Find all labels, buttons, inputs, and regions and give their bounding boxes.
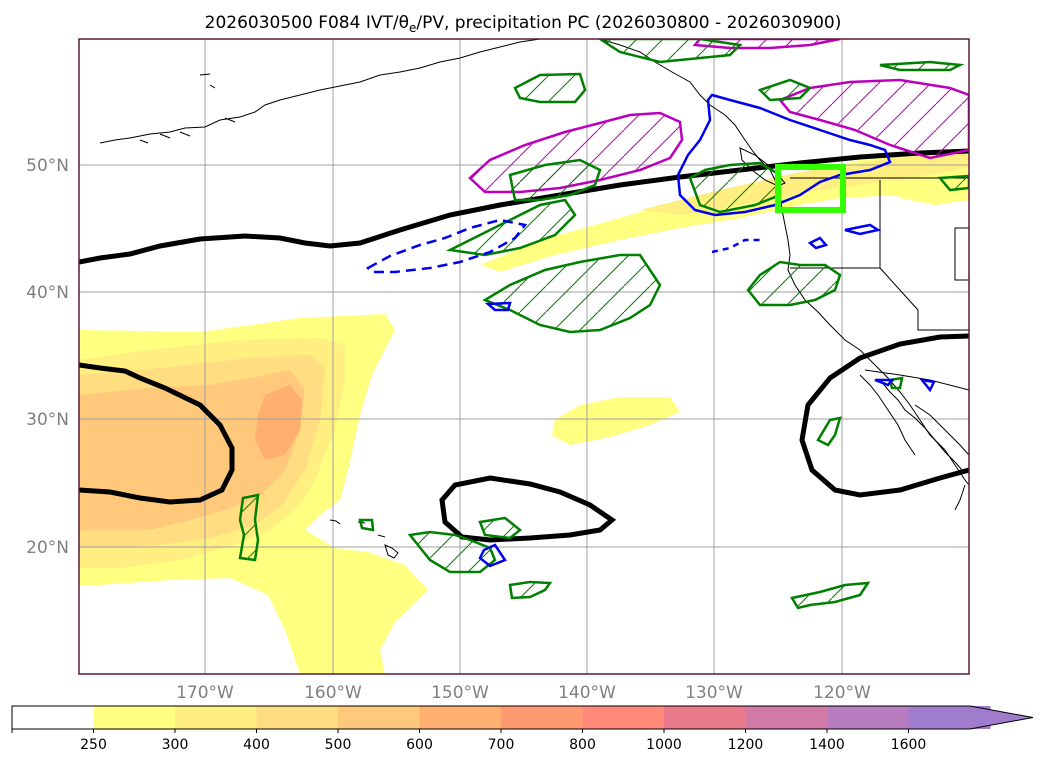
colorbar-segment: [419, 706, 502, 729]
border-us-mexico: [864, 369, 969, 391]
colorbar-segment: [745, 706, 828, 729]
map-frame: [78, 38, 970, 675]
colorbar-segment: [501, 706, 583, 729]
coast-alaska-islands: [139, 73, 236, 144]
pv-contour-small-5: [874, 378, 895, 387]
lon-label-170w: 170°W: [176, 683, 234, 703]
lon-label-130w: 130°W: [685, 683, 743, 703]
map-panel: [79, 39, 969, 674]
colorbar-outline: [11, 705, 1034, 730]
precip-region-10: [407, 530, 497, 574]
lat-label-20n: 20°N: [26, 538, 69, 558]
precip-region-12: [508, 580, 553, 600]
colorbar-tick-label: 400: [243, 737, 270, 753]
pv-contour-small-4: [484, 301, 512, 312]
precip-region-7: [597, 39, 743, 64]
latitude-labels: 50°N 40°N 30°N 20°N: [26, 156, 69, 558]
pv-contour-small-7: [711, 238, 760, 254]
ivt-600-region: [255, 385, 302, 460]
colorbar-segment: [664, 706, 746, 729]
lon-label-150w: 150°W: [431, 683, 489, 703]
precip-region-11: [478, 516, 523, 540]
colorbar-segment: [827, 706, 909, 729]
pv-contours: [365, 93, 936, 568]
colorbar-tick-label: 300: [162, 737, 189, 753]
lon-label-140w: 140°W: [558, 683, 616, 703]
target-region-box: [775, 164, 846, 213]
colorbar-segment: [12, 706, 94, 729]
colorbar-tick-label: 700: [488, 737, 515, 753]
precip-region-9: [757, 78, 813, 102]
colorbar-extend-arrow: [908, 706, 1033, 729]
colorbar-tick-label: 800: [569, 737, 596, 753]
theta-e-west-loop: [79, 362, 235, 505]
colorbar-tick-label: 1000: [646, 737, 682, 753]
precip-pc-regions: [238, 39, 969, 610]
colorbar-tick-label: 600: [406, 737, 433, 753]
colorbar-tick-label: 1600: [891, 737, 927, 753]
precip-region-4: [482, 253, 662, 334]
coast-baja: [879, 379, 963, 471]
precip-region-16: [937, 174, 969, 192]
lat-label-30n: 30°N: [26, 410, 69, 430]
coast-alaska-peninsula: [99, 39, 541, 144]
lon-label-120w: 120°W: [813, 683, 871, 703]
precip-region-8: [879, 60, 965, 72]
precip-region-15: [238, 493, 260, 562]
longitude-labels: 170°W 160°W 150°W 140°W 130°W 120°W: [176, 683, 871, 703]
pv-region-bc-interior: [777, 78, 969, 160]
lat-label-40n: 40°N: [26, 283, 69, 303]
colorbar-tick-label: 1200: [728, 737, 764, 753]
precip-region-14: [816, 416, 842, 447]
colorbar-segment: [582, 706, 665, 729]
precip-region-13: [790, 581, 871, 610]
precip-region-3: [445, 198, 577, 257]
precip-region-2: [508, 158, 602, 202]
lon-label-160w: 160°W: [304, 683, 362, 703]
coast-baja-west: [859, 374, 916, 456]
colorbar-segment: [338, 706, 420, 729]
colorbar-tick-label: 500: [325, 737, 352, 753]
colorbar-segment: [93, 706, 176, 729]
ivt-250-region-sw: [79, 325, 160, 340]
theta-e-east-loop: [799, 333, 969, 498]
coast-gulf-california: [914, 404, 969, 456]
pv-contour-bc: [676, 93, 892, 217]
lat-label-50n: 50°N: [26, 156, 69, 176]
colorbar-tick-label: 250: [80, 737, 107, 753]
colorbar: 250 300 400 500 600 700 800 1000 1200 1400 1600: [11, 705, 1034, 753]
colorbar-segment: [256, 706, 339, 729]
pv-contour-small-6: [918, 378, 936, 393]
ivt-250-region-south: [552, 397, 680, 445]
pv-contour-small-3: [478, 543, 507, 568]
pv-contour-small-1: [807, 236, 829, 250]
ivt-500-region: [79, 370, 305, 530]
region-box-east: [954, 227, 969, 281]
precip-region-17: [358, 518, 375, 532]
coast-alaska-panhandle: [599, 39, 969, 486]
precip-region-6: [746, 260, 842, 307]
coast-mainland-mexico: [954, 484, 966, 511]
colorbar-tick-label: 1400: [809, 737, 845, 753]
precip-region-1: [513, 72, 587, 104]
theta-e-mid-loop: [439, 475, 617, 543]
figure-title: 2026030500 F084 IVT/θe/PV, precipitation…: [205, 13, 842, 35]
state-border-nv-az: [879, 180, 969, 331]
colorbar-segment: [175, 706, 257, 729]
pv-contour-small-2: [844, 223, 882, 236]
